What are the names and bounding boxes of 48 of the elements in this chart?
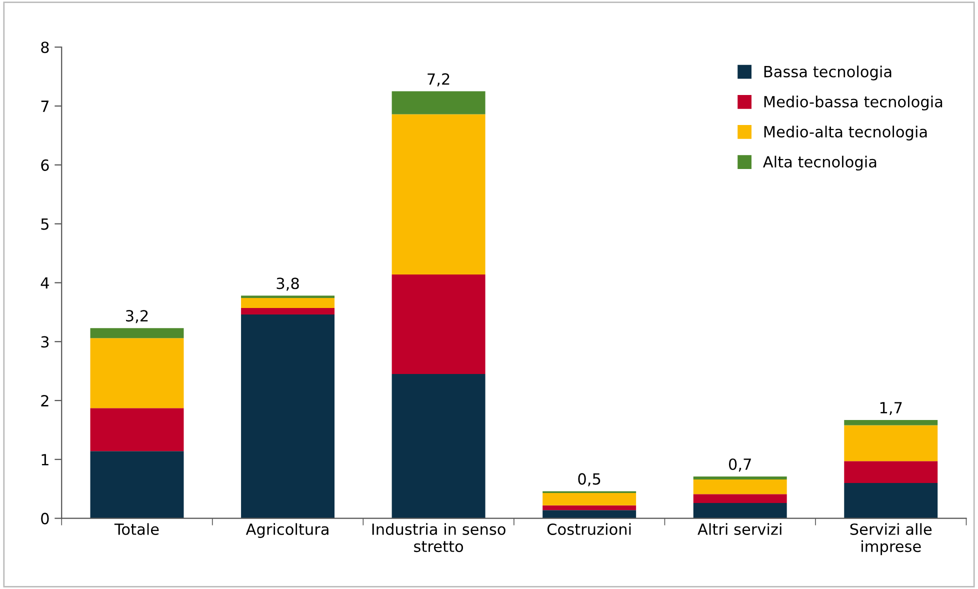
total-label: 1,7: [880, 402, 902, 416]
x-tick-label: Servizi alle imprese: [850, 523, 932, 556]
legend-label: Bassa tecnologia: [764, 66, 892, 80]
x-tick-label: Industria in senso stretto: [372, 523, 506, 552]
total-label: 0,5: [578, 473, 600, 486]
bar: [844, 420, 938, 426]
bar: [241, 314, 335, 518]
bar: [90, 338, 184, 408]
total-label: 7,2: [428, 73, 450, 86]
bar: [693, 503, 787, 518]
total-label: 3,8: [276, 278, 299, 291]
total-label: 3,2: [126, 310, 148, 324]
y-tick-label: 2: [41, 394, 48, 406]
bar: [241, 308, 335, 315]
y-tick-label: 5: [41, 218, 48, 230]
x-tick-label: Altri servizi: [698, 523, 782, 536]
bar: [542, 510, 636, 518]
y-tick-label: 1: [42, 454, 48, 466]
bar: [392, 114, 486, 274]
bar: [844, 461, 938, 483]
y-tick-label: 0: [41, 512, 49, 524]
bar: [241, 298, 335, 308]
legend-label: Alta tecnologia: [763, 156, 876, 171]
y-tick-label: 7: [41, 100, 49, 112]
bar: [693, 479, 787, 494]
x-tick-label: Totale: [114, 523, 159, 536]
bar: [90, 408, 184, 452]
bar: [90, 451, 184, 518]
y-tick-label: 3: [41, 336, 49, 348]
bar: [392, 91, 486, 114]
x-tick-label: Agricoltura: [246, 523, 328, 538]
bar: [241, 296, 335, 298]
bar: [844, 482, 938, 518]
bar: [844, 425, 938, 462]
total-label: 0,7: [728, 458, 751, 472]
bar: [693, 494, 787, 504]
bar: [542, 492, 636, 506]
y-tick-label: 6: [41, 159, 49, 171]
legend-label: Medio-bassa tecnologia: [764, 96, 942, 110]
bar: [392, 274, 486, 374]
y-tick-label: 8: [41, 42, 49, 54]
x-tick-label: Costruzioni: [547, 523, 631, 536]
bar: [542, 505, 636, 510]
bar: [693, 476, 787, 480]
legend-label: Medio-alta tecnologia: [764, 126, 927, 140]
bar: [392, 374, 486, 518]
y-tick-label: 4: [40, 277, 49, 289]
bar: [90, 328, 184, 338]
